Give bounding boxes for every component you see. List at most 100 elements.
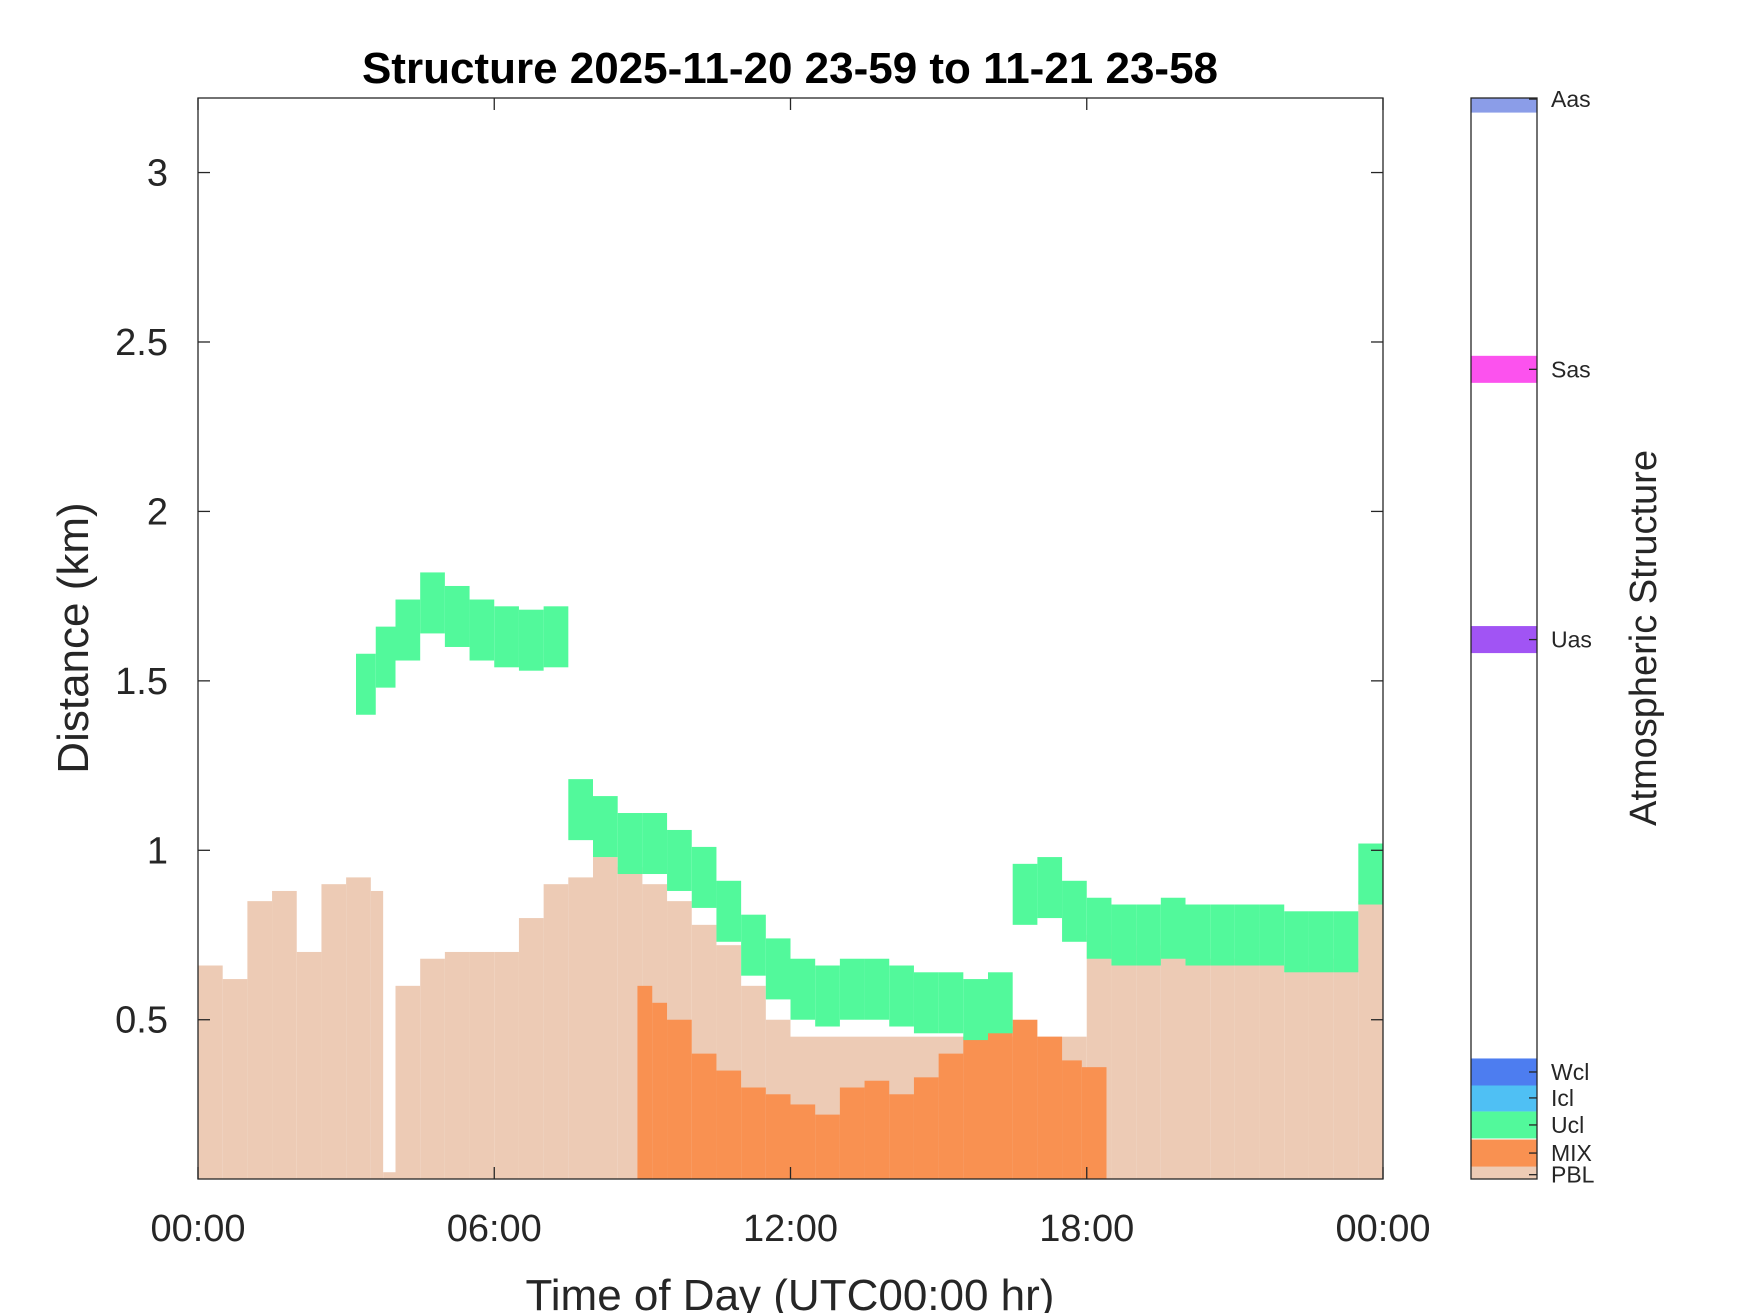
data-cell-pbl [444, 951, 470, 1179]
data-cell-ucl [1160, 897, 1186, 959]
data-cell-mix [765, 1094, 791, 1179]
data-cell-pbl [593, 857, 618, 1179]
data-cell-pbl [1308, 968, 1334, 1179]
y-tick-label: 1 [147, 830, 168, 872]
data-cell-mix [637, 985, 653, 1179]
chart-title: Structure 2025-11-20 23-59 to 11-21 23-5… [362, 44, 1218, 93]
data-layer [198, 572, 1384, 1179]
data-cell-ucl [1136, 904, 1161, 966]
data-cell-ucl [469, 599, 495, 661]
y-axis-label: Distance (km) [49, 502, 98, 773]
data-cell-ucl [1333, 911, 1359, 973]
colorbar-tick-label: Uas [1551, 627, 1592, 653]
data-cell-ucl [815, 965, 840, 1027]
data-cell-pbl [222, 979, 248, 1179]
data-cell-ucl [1111, 904, 1137, 966]
data-cell-ucl [1284, 911, 1309, 973]
data-cell-ucl [1012, 863, 1038, 925]
data-cell-pbl [346, 877, 371, 1179]
data-cell-ucl [1185, 904, 1211, 966]
data-cell-ucl [395, 599, 421, 661]
data-cell-mix [938, 1053, 964, 1179]
colorbar-swatch-wcl [1471, 1058, 1537, 1086]
data-cell-pbl [1185, 958, 1211, 1179]
data-cell-ucl [1086, 897, 1112, 959]
data-cell-ucl [839, 958, 865, 1020]
data-cell-ucl [642, 813, 668, 875]
data-cell-ucl [691, 846, 717, 908]
data-cell-pbl [568, 877, 593, 1179]
series-mix [637, 985, 1107, 1179]
colorbar-swatch-uas [1471, 626, 1537, 654]
data-cell-pbl [1358, 901, 1383, 1179]
y-tick-label: 0.5 [115, 1000, 168, 1042]
data-cell-mix [988, 1026, 1013, 1179]
data-cell-ucl [518, 609, 544, 671]
data-cell-pbl [1210, 958, 1235, 1179]
data-cell-mix [889, 1094, 914, 1179]
data-cell-mix [716, 1070, 742, 1179]
colorbar-swatch-ucl [1471, 1111, 1537, 1139]
data-cell-mix [667, 1019, 692, 1179]
data-cell-mix [815, 1114, 840, 1179]
colorbar-frame [1470, 97, 1538, 1180]
data-cell-ucl [356, 653, 376, 715]
data-cell-ucl [963, 979, 988, 1041]
data-cell-mix [1037, 1036, 1063, 1179]
colorbar-tick-label: PBL [1551, 1162, 1595, 1188]
data-cell-ucl [1358, 843, 1383, 905]
data-cell-ucl [913, 972, 939, 1034]
data-cell-pbl [1234, 965, 1260, 1179]
data-cell-pbl [543, 884, 569, 1179]
data-cell-ucl [667, 829, 692, 891]
data-cell-pbl [469, 951, 495, 1179]
axis-layer: 00:00 06:00 12:00 18:00 00:00 0.5 1 1.5 2 2.5 3 [115, 98, 1431, 1250]
data-cell-ucl [543, 606, 569, 668]
data-cell-ucl [889, 965, 914, 1027]
x-tick-label: 18:00 [1039, 1208, 1134, 1250]
colorbar-tick-label: Wcl [1551, 1059, 1589, 1085]
data-cell-ucl [1259, 904, 1285, 966]
data-cell-pbl [494, 951, 519, 1179]
data-cell-ucl [420, 572, 445, 634]
x-tick-label: 00:00 [150, 1208, 245, 1250]
data-cell-ucl [568, 779, 593, 841]
data-cell-ucl [617, 813, 643, 875]
y-tick-label: 1.5 [115, 661, 168, 703]
colorbar-swatch-mix [1471, 1139, 1537, 1167]
data-cell-ucl [444, 585, 470, 647]
data-cell-pbl [1160, 951, 1186, 1179]
data-cell-pbl [272, 890, 297, 1179]
data-cell-ucl [1210, 904, 1235, 966]
data-cell-ucl [1234, 904, 1260, 966]
data-cell-pbl [518, 918, 544, 1179]
data-cell-ucl [938, 972, 964, 1034]
data-cell-pbl [198, 965, 223, 1179]
data-cell-mix [652, 1002, 668, 1179]
data-cell-pbl [383, 1172, 396, 1179]
data-cell-pbl [247, 901, 273, 1179]
series-ucl [356, 572, 1384, 1041]
data-cell-pbl [296, 951, 322, 1179]
data-cell-pbl [395, 985, 421, 1179]
data-cell-mix [839, 1087, 865, 1179]
x-axis-label: Time of Day (UTC00:00 hr) [526, 1271, 1055, 1313]
data-cell-mix [913, 1077, 939, 1179]
data-cell-ucl [494, 606, 519, 668]
colorbar-tick-label: Sas [1551, 356, 1591, 382]
data-cell-pbl [420, 958, 445, 1179]
x-tick-label: 12:00 [743, 1208, 838, 1250]
colorbar-tick-label: Aas [1551, 86, 1591, 112]
data-cell-mix [1012, 1019, 1038, 1179]
data-cell-mix [1081, 1067, 1107, 1179]
data-cell-pbl [1136, 945, 1161, 1179]
data-cell-ucl [593, 796, 618, 858]
data-cell-ucl [765, 938, 791, 1000]
data-cell-mix [864, 1080, 890, 1179]
data-cell-ucl [375, 626, 396, 688]
data-cell-ucl [1062, 880, 1087, 942]
data-cell-ucl [1308, 911, 1334, 973]
data-cell-mix [1062, 1060, 1082, 1179]
